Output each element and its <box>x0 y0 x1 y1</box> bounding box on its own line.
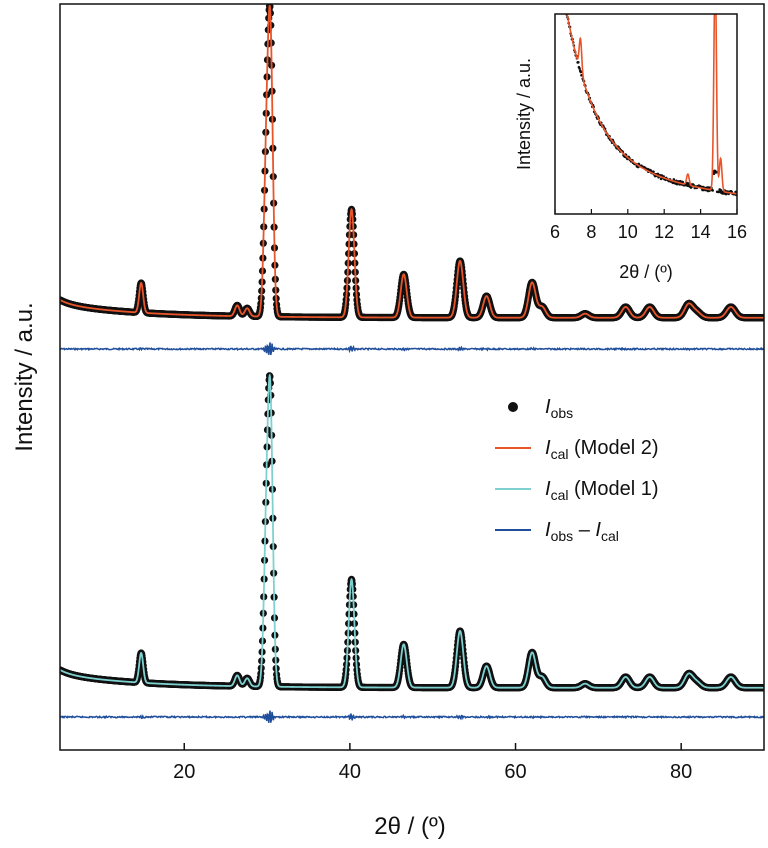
main-y-axis-title: Intensity / a.u. <box>11 302 38 451</box>
calculated-line-lower <box>60 373 764 689</box>
difference-line-upper <box>60 342 764 356</box>
main-x-axis: 20 40 60 80 <box>173 743 692 783</box>
inset-x-tick-label: 10 <box>618 222 638 242</box>
legend-label: Iobs <box>545 396 573 421</box>
x-tick-label: 60 <box>504 761 526 783</box>
inset-observed-point <box>564 1 567 4</box>
inset-x-tick-label: 16 <box>727 222 747 242</box>
x-tick-label: 80 <box>670 761 692 783</box>
x-tick-label: 20 <box>173 761 195 783</box>
main-plot-area <box>60 4 764 723</box>
legend: Iobs Ical (Model 2) Ical (Model 1) Iobs – I… <box>495 396 659 544</box>
inset-background <box>555 14 737 214</box>
legend-label: Iobs – Ical <box>545 519 619 544</box>
legend-label: Ical (Model 2) <box>545 437 659 462</box>
legend-entry: Ical (Model 1) <box>495 478 659 503</box>
legend-label: Ical (Model 1) <box>545 478 659 503</box>
inset-x-tick-label: 12 <box>654 222 674 242</box>
x-tick-label: 40 <box>339 761 361 783</box>
legend-entry: Iobs – Ical <box>495 519 619 544</box>
observed-points-lower <box>60 372 764 692</box>
inset-observed-point <box>563 0 566 2</box>
inset-observed-point <box>577 61 580 64</box>
inset-observed-point <box>579 70 583 74</box>
main-x-axis-title: 2θ / (º) <box>374 813 445 840</box>
legend-entry: Ical (Model 2) <box>495 437 659 462</box>
inset-x-axis-title: 2θ / (º) <box>619 262 673 282</box>
inset-x-tick-label: 6 <box>550 222 560 242</box>
inset-x-tick-label: 14 <box>691 222 711 242</box>
inset-observed-point <box>565 8 568 11</box>
inset-y-axis-title: Intensity / a.u. <box>514 58 534 170</box>
inset-observed-point <box>578 67 581 70</box>
legend-marker-dot <box>508 402 518 412</box>
inset-observed-point <box>711 189 714 192</box>
difference-line-lower <box>60 710 764 723</box>
inset-x-tick-label: 8 <box>586 222 596 242</box>
legend-entry: Iobs <box>508 396 573 421</box>
